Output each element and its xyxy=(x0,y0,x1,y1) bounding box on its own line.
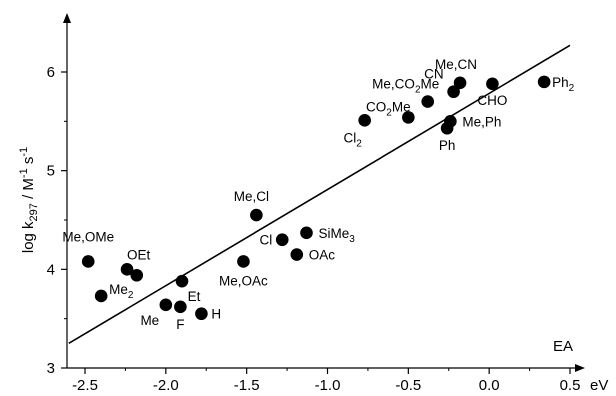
ylabel-superscript: -1 xyxy=(18,168,30,178)
data-point xyxy=(453,76,467,90)
point-label: Ph xyxy=(439,138,456,153)
y-tick-label: 5 xyxy=(47,163,55,180)
ylabel-base: log k xyxy=(20,221,37,253)
data-points xyxy=(81,75,551,321)
ylabel-superscript: -1 xyxy=(18,147,30,157)
y-axis-title: log k297 / M-1 s-1 xyxy=(18,147,40,253)
point-label: Me,OAc xyxy=(219,273,268,288)
data-point xyxy=(537,75,551,89)
data-point xyxy=(94,289,108,303)
y-tick-label: 6 xyxy=(47,64,55,81)
point-label: Me,CO2Me xyxy=(372,77,439,96)
x-tick-label: -2.5 xyxy=(72,377,98,394)
point-label: Me2 xyxy=(109,282,134,301)
point-label: CN xyxy=(424,67,444,82)
fit-line xyxy=(68,44,571,345)
fit-line-group xyxy=(68,44,571,345)
data-point xyxy=(421,95,435,108)
point-label: Me,Cl xyxy=(234,189,269,204)
x-tick-label: -2.0 xyxy=(153,377,179,394)
data-point xyxy=(237,255,250,268)
point-label: Cl2 xyxy=(344,130,363,149)
data-point xyxy=(174,300,187,314)
data-point xyxy=(275,233,289,247)
point-label: CHO xyxy=(477,93,507,108)
point-label: Me xyxy=(140,313,159,328)
point-label: Cl xyxy=(259,233,272,248)
point-label: CO2Me xyxy=(366,99,411,118)
ylabel-subscript: 297 xyxy=(28,203,40,221)
y-axis-arrow xyxy=(63,13,71,23)
ylabel-unit-s: s xyxy=(20,157,37,169)
data-point xyxy=(300,226,313,240)
ylabel-unit: / M xyxy=(20,178,37,203)
data-point xyxy=(290,248,304,261)
point-labels: Me,OMe Me2 OEt Me F Et H Me,OAc Me,Cl Cl SiMe3 OAc C… xyxy=(62,57,574,332)
x-axis-arrow xyxy=(575,364,585,372)
point-label: SiMe3 xyxy=(318,226,355,245)
point-label: Et xyxy=(188,289,201,304)
x-tick-label: 0.0 xyxy=(479,377,500,394)
x-tick-label: 0.5 xyxy=(560,377,581,394)
data-point xyxy=(130,268,144,282)
x-tick-label: -1.0 xyxy=(315,377,341,394)
axes: -2.5 -2.0 -1.5 -1.0 -0.5 0.0 0.5 eV 3 4 5 6 xyxy=(47,13,608,394)
data-point xyxy=(486,77,499,91)
point-label: Ph2 xyxy=(552,75,575,94)
data-point xyxy=(447,85,460,99)
y-tick-label: 3 xyxy=(47,360,55,377)
data-point xyxy=(358,114,371,127)
data-point xyxy=(250,208,263,222)
point-label: OEt xyxy=(127,247,151,262)
data-point xyxy=(402,111,415,124)
point-label: Me,CN xyxy=(435,57,477,72)
point-label: Me,OMe xyxy=(62,229,114,244)
point-label: Me,Ph xyxy=(462,114,501,129)
x-tick-label: -0.5 xyxy=(395,377,421,394)
data-point xyxy=(81,255,95,268)
x-unit-label: eV xyxy=(590,377,608,394)
point-label: F xyxy=(176,317,184,332)
data-point xyxy=(444,115,457,128)
data-point xyxy=(159,298,173,312)
data-point xyxy=(195,307,208,321)
point-label: H xyxy=(211,307,221,322)
data-point xyxy=(175,274,189,288)
y-tick-label: 4 xyxy=(47,261,55,278)
point-label: OAc xyxy=(309,248,336,263)
data-point xyxy=(120,263,134,276)
x-axis-title: EA xyxy=(553,338,573,355)
x-tick-label: -1.5 xyxy=(234,377,260,394)
